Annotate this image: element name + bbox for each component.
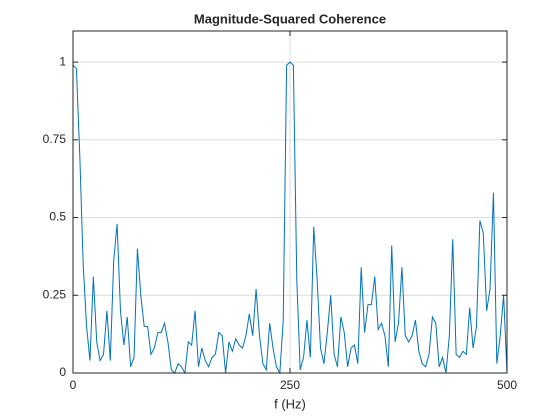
data-line — [72, 61, 508, 375]
x-tick-label: 500 — [497, 378, 517, 392]
x-axis-label: f (Hz) — [274, 396, 306, 411]
y-tick-label: 0 — [59, 365, 66, 379]
x-tick-label: 250 — [280, 378, 300, 392]
y-tick-label: 0.75 — [43, 132, 67, 146]
y-tick-label: 0.5 — [49, 210, 66, 224]
y-tick-label: 1 — [59, 54, 66, 68]
x-tick-label: 0 — [70, 378, 77, 392]
y-tick-label: 0.25 — [43, 287, 67, 301]
chart-title: Magnitude-Squared Coherence — [194, 11, 386, 26]
